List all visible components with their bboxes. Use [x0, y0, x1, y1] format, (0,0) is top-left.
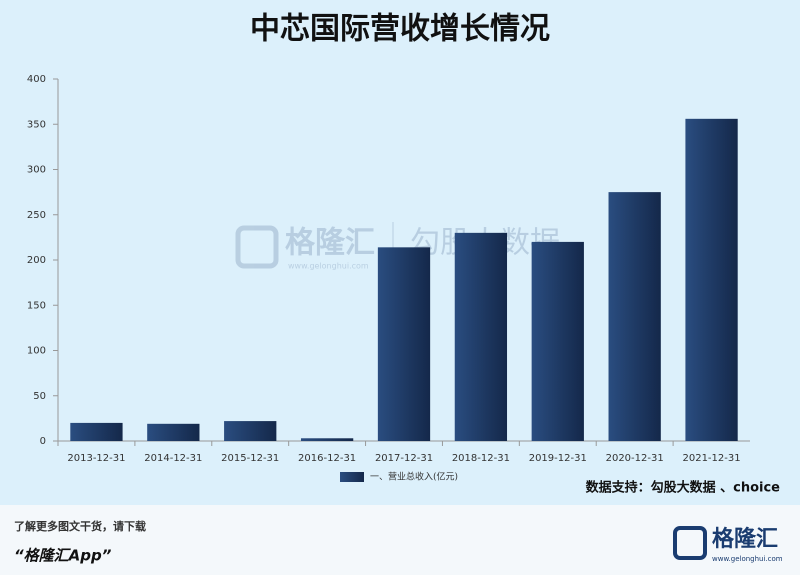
legend-swatch — [340, 472, 364, 482]
bar — [531, 241, 584, 441]
legend-label: 一、营业总收入(亿元) — [370, 471, 458, 483]
bar — [300, 438, 354, 441]
y-tick-label: 200 — [27, 255, 46, 266]
footer-logo: 格隆汇 — [712, 526, 778, 552]
x-tick-label: 2014-12-31 — [144, 453, 202, 464]
x-tick-label: 2017-12-31 — [375, 453, 433, 464]
watermark-logo — [235, 225, 279, 269]
x-tick-label: 2013-12-31 — [67, 453, 125, 464]
y-tick-label: 50 — [33, 391, 46, 402]
source-note: 数据支持：勾股大数据 、choice — [586, 480, 781, 496]
bar — [147, 423, 200, 441]
y-tick-label: 0 — [40, 436, 46, 447]
x-tick-label: 2019-12-31 — [529, 453, 587, 464]
x-tick-label: 2020-12-31 — [606, 453, 664, 464]
footer-url: www.gelonghui.com — [712, 555, 783, 563]
chart-title: 中芯国际营收增长情况 — [250, 12, 550, 47]
bar — [377, 247, 431, 441]
bar — [608, 192, 661, 441]
bar — [685, 118, 738, 441]
y-tick-label: 400 — [27, 74, 46, 85]
footer-background — [0, 505, 800, 575]
y-tick-label: 100 — [27, 346, 46, 357]
bar — [70, 422, 123, 441]
watermark-url: www.gelonghui.com — [288, 262, 369, 271]
x-tick-label: 2018-12-31 — [452, 453, 510, 464]
x-tick-label: 2015-12-31 — [221, 453, 279, 464]
y-tick-label: 250 — [27, 210, 46, 221]
footer-logo-icon — [673, 526, 707, 560]
y-tick-label: 150 — [27, 300, 46, 311]
y-tick-label: 350 — [27, 119, 46, 130]
footer-app: “格隆汇App” — [14, 547, 112, 565]
x-tick-label: 2021-12-31 — [682, 453, 740, 464]
bar — [224, 421, 277, 441]
y-tick-label: 300 — [27, 165, 46, 176]
x-tick-label: 2016-12-31 — [298, 453, 356, 464]
bar — [454, 232, 508, 441]
watermark-brand: 格隆汇 — [285, 226, 375, 261]
footer-prompt: 了解更多图文干货，请下载 — [14, 519, 146, 533]
